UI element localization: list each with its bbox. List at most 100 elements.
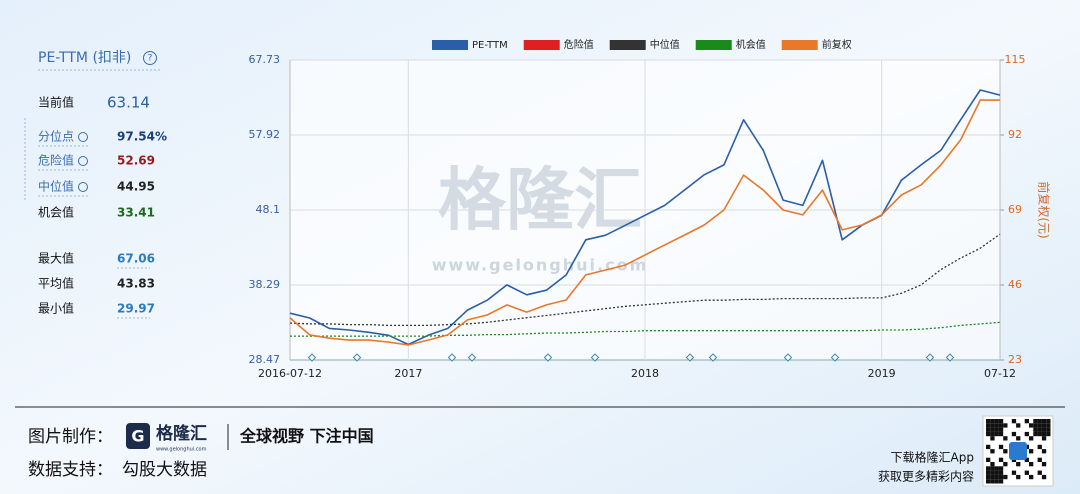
qr-cell bbox=[994, 431, 999, 437]
qr-cell bbox=[1046, 431, 1051, 437]
help-icon[interactable] bbox=[78, 156, 88, 166]
qr-cell bbox=[994, 466, 999, 471]
qr-cell bbox=[998, 457, 1004, 462]
qr-cell bbox=[1003, 449, 1008, 454]
stat-value: 43.83 bbox=[117, 277, 155, 291]
x-tick-label: 2017 bbox=[394, 367, 422, 380]
qr-cell bbox=[986, 479, 991, 484]
qr-cell bbox=[1029, 449, 1034, 454]
y-tick-label: 28.47 bbox=[249, 353, 281, 366]
qr-cell bbox=[1046, 427, 1051, 432]
legend-label[interactable]: 危险值 bbox=[564, 38, 594, 51]
qr-cell bbox=[1029, 436, 1034, 441]
legend-label[interactable]: 中位值 bbox=[650, 38, 680, 51]
legend-label[interactable]: 前复权 bbox=[822, 38, 852, 51]
qr-cell bbox=[986, 470, 991, 475]
help-icon[interactable] bbox=[78, 132, 88, 142]
stat-value: 29.97 bbox=[117, 302, 155, 316]
made-by: 图片制作： bbox=[28, 427, 113, 447]
qr-cell bbox=[1003, 474, 1008, 480]
series-line bbox=[289, 99, 1000, 346]
qr-cell bbox=[1024, 470, 1029, 475]
qr-cell bbox=[1037, 444, 1042, 450]
y2-tick-label: 115 bbox=[1005, 53, 1026, 66]
event-marker[interactable] bbox=[307, 353, 317, 362]
qr-cell bbox=[990, 436, 995, 441]
watermark: 格隆汇 bbox=[438, 162, 642, 241]
legend-swatch[interactable] bbox=[523, 40, 560, 50]
legend-swatch[interactable] bbox=[695, 40, 732, 50]
y2-tick-label: 69 bbox=[1008, 203, 1022, 216]
legend-label[interactable]: PE-TTM bbox=[472, 40, 508, 51]
qr-cell bbox=[990, 462, 995, 467]
logo-brand: 格隆汇 bbox=[156, 423, 207, 444]
qr-cell bbox=[1037, 419, 1042, 424]
chart: 28.47 38.29 48.1 57.92 67.73 23 46 69 92 115 前复权(元… bbox=[249, 38, 1052, 380]
event-marker[interactable] bbox=[467, 353, 477, 362]
qr-cell bbox=[998, 427, 1004, 432]
qr-cell bbox=[990, 423, 995, 428]
qr-cell bbox=[990, 427, 995, 432]
qr-cell bbox=[986, 457, 991, 462]
x-tick-label: 2019 bbox=[868, 367, 896, 380]
qr-cell bbox=[1037, 431, 1042, 437]
qr-cell bbox=[998, 474, 1004, 480]
qr-cell bbox=[994, 423, 999, 428]
legend-label[interactable]: 机会值 bbox=[736, 38, 766, 51]
qr-cell bbox=[1024, 419, 1029, 424]
event-marker[interactable] bbox=[783, 353, 793, 362]
qr-logo bbox=[1009, 442, 1027, 460]
qr-cell bbox=[1041, 474, 1047, 480]
qr-cell bbox=[1041, 462, 1047, 467]
data-by: 数据支持： bbox=[28, 460, 113, 480]
qr-cell bbox=[986, 419, 991, 424]
legend-swatch[interactable] bbox=[781, 40, 818, 50]
stat-value: 52.69 bbox=[117, 154, 155, 168]
qr-cell bbox=[998, 479, 1004, 484]
qr-cell bbox=[990, 449, 995, 454]
qr-cell bbox=[986, 427, 991, 432]
qr-cell bbox=[994, 427, 999, 432]
stat-value: 63.14 bbox=[107, 94, 150, 112]
y2-axis-label: 前复权(元) bbox=[1037, 181, 1052, 238]
qr-cell bbox=[990, 466, 995, 471]
stat-label: 最小值 bbox=[38, 301, 74, 316]
legend-swatch[interactable] bbox=[609, 40, 646, 50]
event-marker[interactable] bbox=[590, 353, 600, 362]
qr-cell bbox=[986, 431, 991, 437]
qr-cell bbox=[1003, 462, 1008, 467]
event-marker[interactable] bbox=[830, 353, 840, 362]
event-marker[interactable] bbox=[925, 353, 935, 362]
qr-cell bbox=[998, 466, 1004, 471]
qr-cell bbox=[1016, 423, 1021, 428]
app-line2: 获取更多精彩内容 bbox=[878, 469, 974, 484]
qr-cell bbox=[998, 470, 1004, 475]
x-tick-label: 2016-07-12 bbox=[258, 367, 322, 380]
qr-cell bbox=[1041, 423, 1047, 428]
legend-swatch[interactable] bbox=[432, 40, 468, 50]
qr-cell bbox=[1003, 423, 1008, 428]
qr-cell bbox=[998, 419, 1004, 424]
event-marker[interactable] bbox=[352, 353, 362, 362]
help-icon[interactable] bbox=[78, 182, 88, 192]
logo-url: www.gelonghui.com bbox=[156, 447, 207, 453]
qr-cell bbox=[994, 474, 999, 480]
qr-cell bbox=[1033, 431, 1038, 437]
qr-cell bbox=[1003, 436, 1008, 441]
y-tick-label: 67.73 bbox=[249, 53, 281, 66]
qr-cell bbox=[1024, 457, 1029, 462]
app-line1: 下载格隆汇App bbox=[891, 450, 974, 465]
event-marker[interactable] bbox=[543, 353, 553, 362]
event-marker[interactable] bbox=[945, 353, 955, 362]
qr-cell bbox=[1033, 427, 1038, 432]
qr-cell bbox=[994, 419, 999, 424]
event-marker[interactable] bbox=[447, 353, 457, 362]
qr-cell bbox=[990, 431, 995, 437]
x-tick-label: 2018 bbox=[631, 367, 659, 380]
logo-letter: G bbox=[131, 427, 144, 446]
event-marker[interactable] bbox=[685, 353, 695, 362]
qr-cell bbox=[1016, 436, 1021, 441]
event-marker[interactable] bbox=[708, 353, 718, 362]
help-icon[interactable] bbox=[143, 51, 157, 65]
qr-cell bbox=[1029, 474, 1034, 480]
